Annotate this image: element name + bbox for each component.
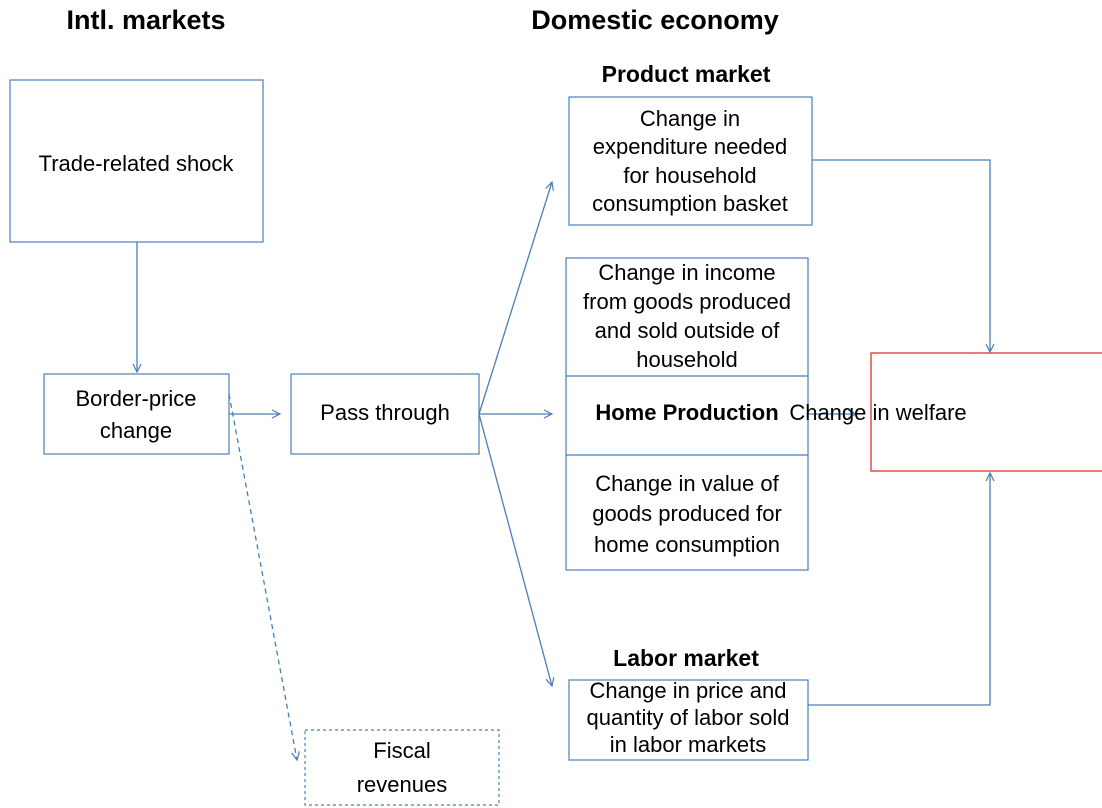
node-label: home consumption bbox=[594, 532, 780, 557]
node-label: Pass through bbox=[320, 400, 450, 425]
node-label: goods produced for bbox=[592, 501, 782, 526]
node-label: from goods produced bbox=[583, 289, 791, 314]
heading: Intl. markets bbox=[66, 5, 225, 35]
node-label: Change in price and bbox=[590, 678, 787, 703]
node-label: Change in value of bbox=[595, 471, 779, 496]
heading: Labor market bbox=[613, 645, 759, 671]
node-label: in labor markets bbox=[610, 732, 767, 757]
node-label: Change in bbox=[640, 106, 740, 131]
node-box bbox=[568, 679, 809, 761]
node-label: for household bbox=[623, 163, 756, 188]
node-box bbox=[43, 373, 230, 455]
node-label: revenues bbox=[357, 772, 448, 797]
node-label: consumption basket bbox=[592, 191, 788, 216]
node-label: Home Production bbox=[595, 400, 778, 425]
node-label: quantity of labor sold bbox=[586, 705, 789, 730]
node-label: Trade-related shock bbox=[39, 151, 235, 176]
heading: Domestic economy bbox=[531, 5, 779, 35]
node-box bbox=[9, 79, 264, 243]
node-label: change bbox=[100, 418, 172, 443]
node-label: Border-price bbox=[75, 386, 196, 411]
node-box bbox=[565, 257, 809, 571]
node-box bbox=[568, 96, 813, 226]
heading: Product market bbox=[602, 61, 771, 87]
arrow bbox=[228, 393, 297, 760]
node-label: household bbox=[636, 347, 738, 372]
node-box bbox=[304, 729, 500, 806]
node-box bbox=[290, 373, 480, 455]
arrow bbox=[812, 159, 990, 352]
node-box bbox=[870, 352, 1102, 472]
arrow bbox=[808, 473, 990, 706]
node-label: Change in welfare bbox=[789, 400, 966, 425]
arrow bbox=[478, 182, 552, 415]
node-label: Fiscal bbox=[373, 738, 430, 763]
node-label: expenditure needed bbox=[593, 134, 788, 159]
node-label: and sold outside of bbox=[595, 318, 781, 343]
node-label: Change in income bbox=[598, 260, 775, 285]
arrow bbox=[478, 413, 552, 686]
